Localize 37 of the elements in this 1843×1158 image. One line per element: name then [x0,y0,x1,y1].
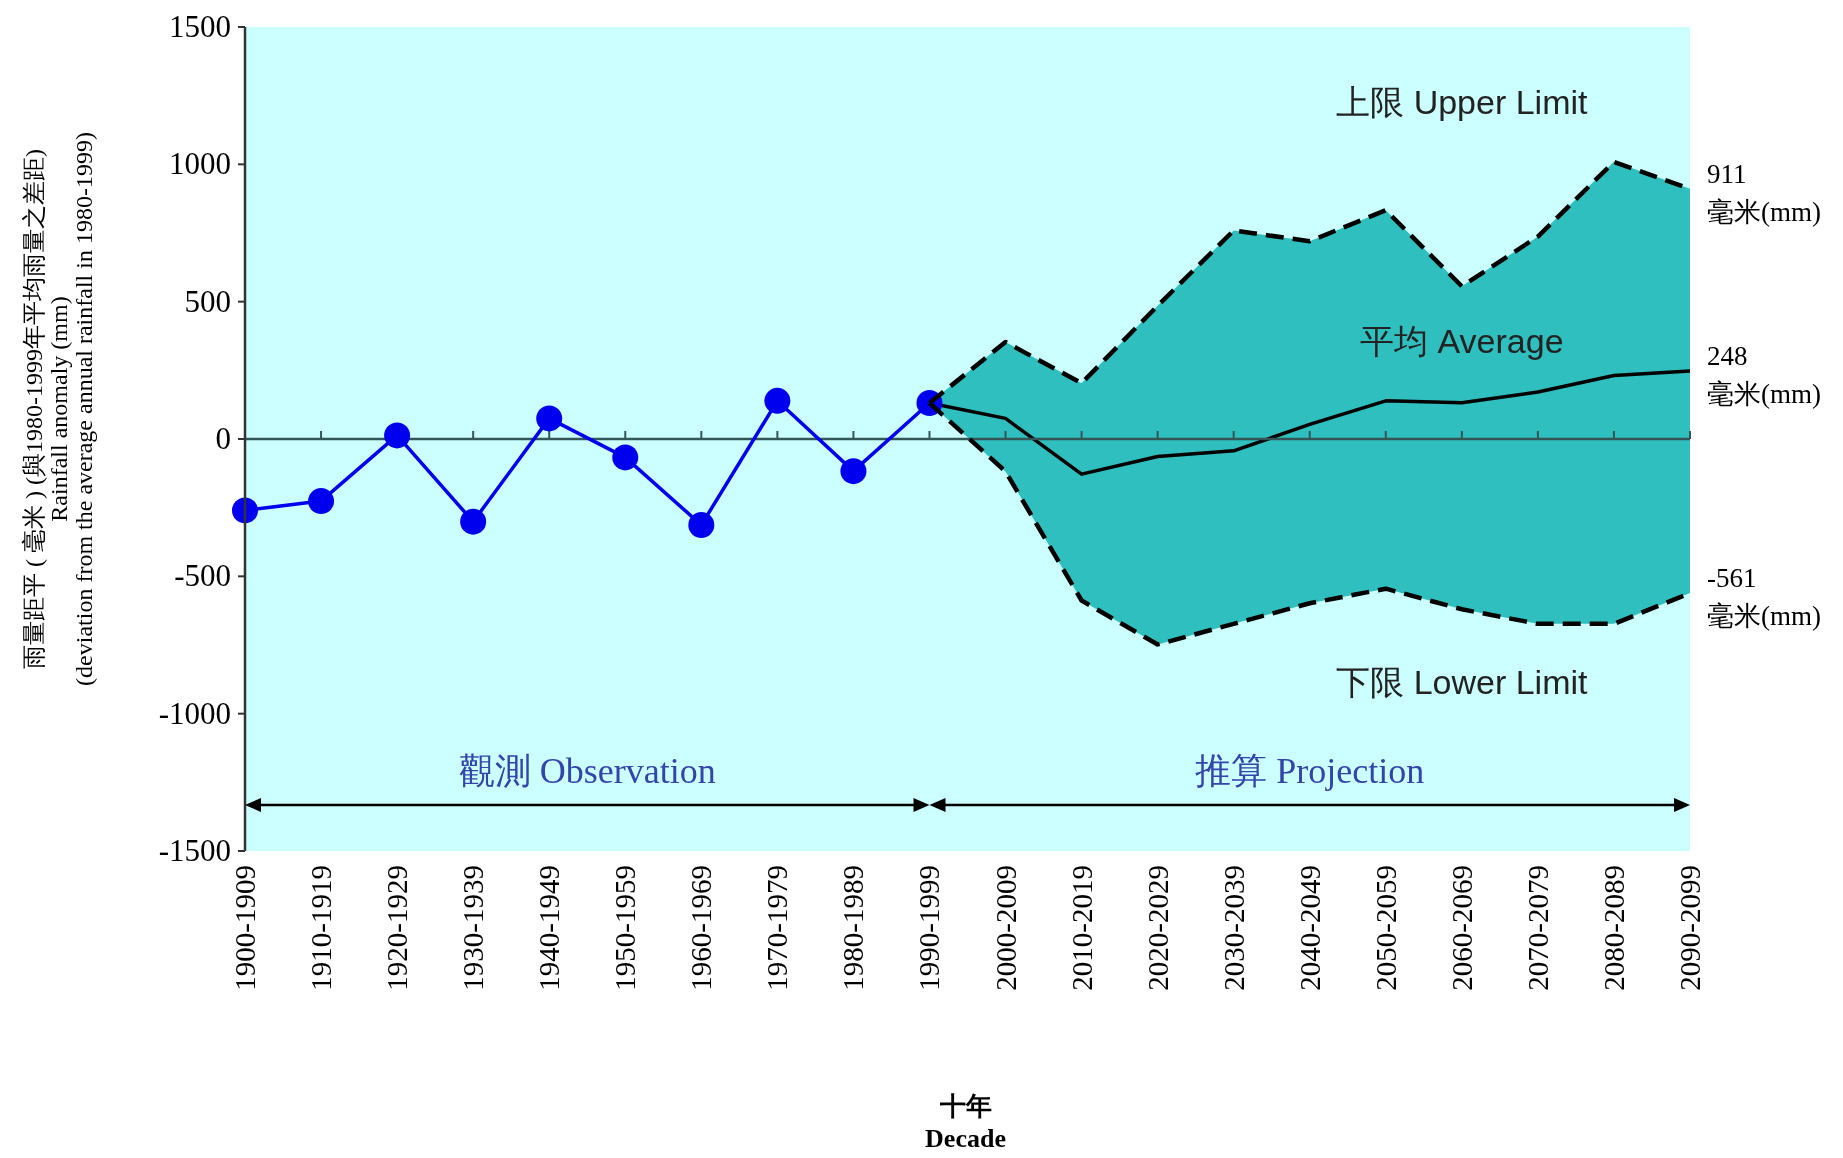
annotation: 248 毫米(mm) [1707,340,1821,409]
y-tick-label: 500 [184,283,231,319]
series-label: 下限 Lower Limit [1336,663,1589,702]
y-axis-title: 雨量距平 ( 毫米 ) (與1980-1999年平均雨量之差距) Rainfall anomaly (mm) (deviation from the average annual rainfall in 1980-1999) [21,132,97,686]
x-tick-label: 1900-1909 [229,865,261,991]
annotation: -561 毫米(mm) [1707,563,1821,632]
x-tick-label: 1950-1959 [609,865,642,991]
x-tick-label: 1910-1919 [305,865,338,991]
y-tick-label: -500 [174,558,231,594]
y-tick-label: 1500 [169,9,231,44]
series-label: 上限 Upper Limit [1336,82,1589,121]
series-label: 平均 Average [1360,321,1564,360]
x-tick-label: 2090-2099 [1674,865,1706,991]
x-tick-label: 1960-1969 [685,865,718,991]
x-tick-label: 2010-2019 [1065,865,1098,991]
x-tick-label: 1940-1949 [533,865,566,991]
x-tick-label: 1990-1999 [913,865,946,991]
x-tick-label: 2080-2089 [1597,865,1630,991]
x-tick-label: 2070-2079 [1521,865,1554,991]
y-tick-label: 0 [215,421,231,456]
annotation: 推算 Projection [1195,751,1425,791]
x-axis-title: 十年 Decade [925,1092,1006,1153]
x-tick-label: 1980-1989 [837,865,870,991]
x-tick-label: 2060-2069 [1445,865,1478,991]
x-tick-label: 2030-2039 [1217,865,1250,991]
x-tick-label: 1930-1939 [457,865,490,991]
annotation: 911 毫米(mm) [1707,158,1821,227]
x-tick-label: 1920-1929 [381,865,414,991]
x-tick-label: 2040-2049 [1293,865,1326,991]
y-tick-label: 1000 [169,146,231,182]
x-tick-label: 2020-2029 [1141,865,1174,991]
y-tick-label: -1500 [158,833,231,868]
y-tick-label: -1000 [158,695,231,731]
annotation: 觀測 Observation [458,751,716,791]
x-tick-label: 1970-1979 [761,865,794,991]
x-tick-label: 2000-2009 [989,865,1022,991]
x-tick-label: 2050-2059 [1369,865,1402,991]
